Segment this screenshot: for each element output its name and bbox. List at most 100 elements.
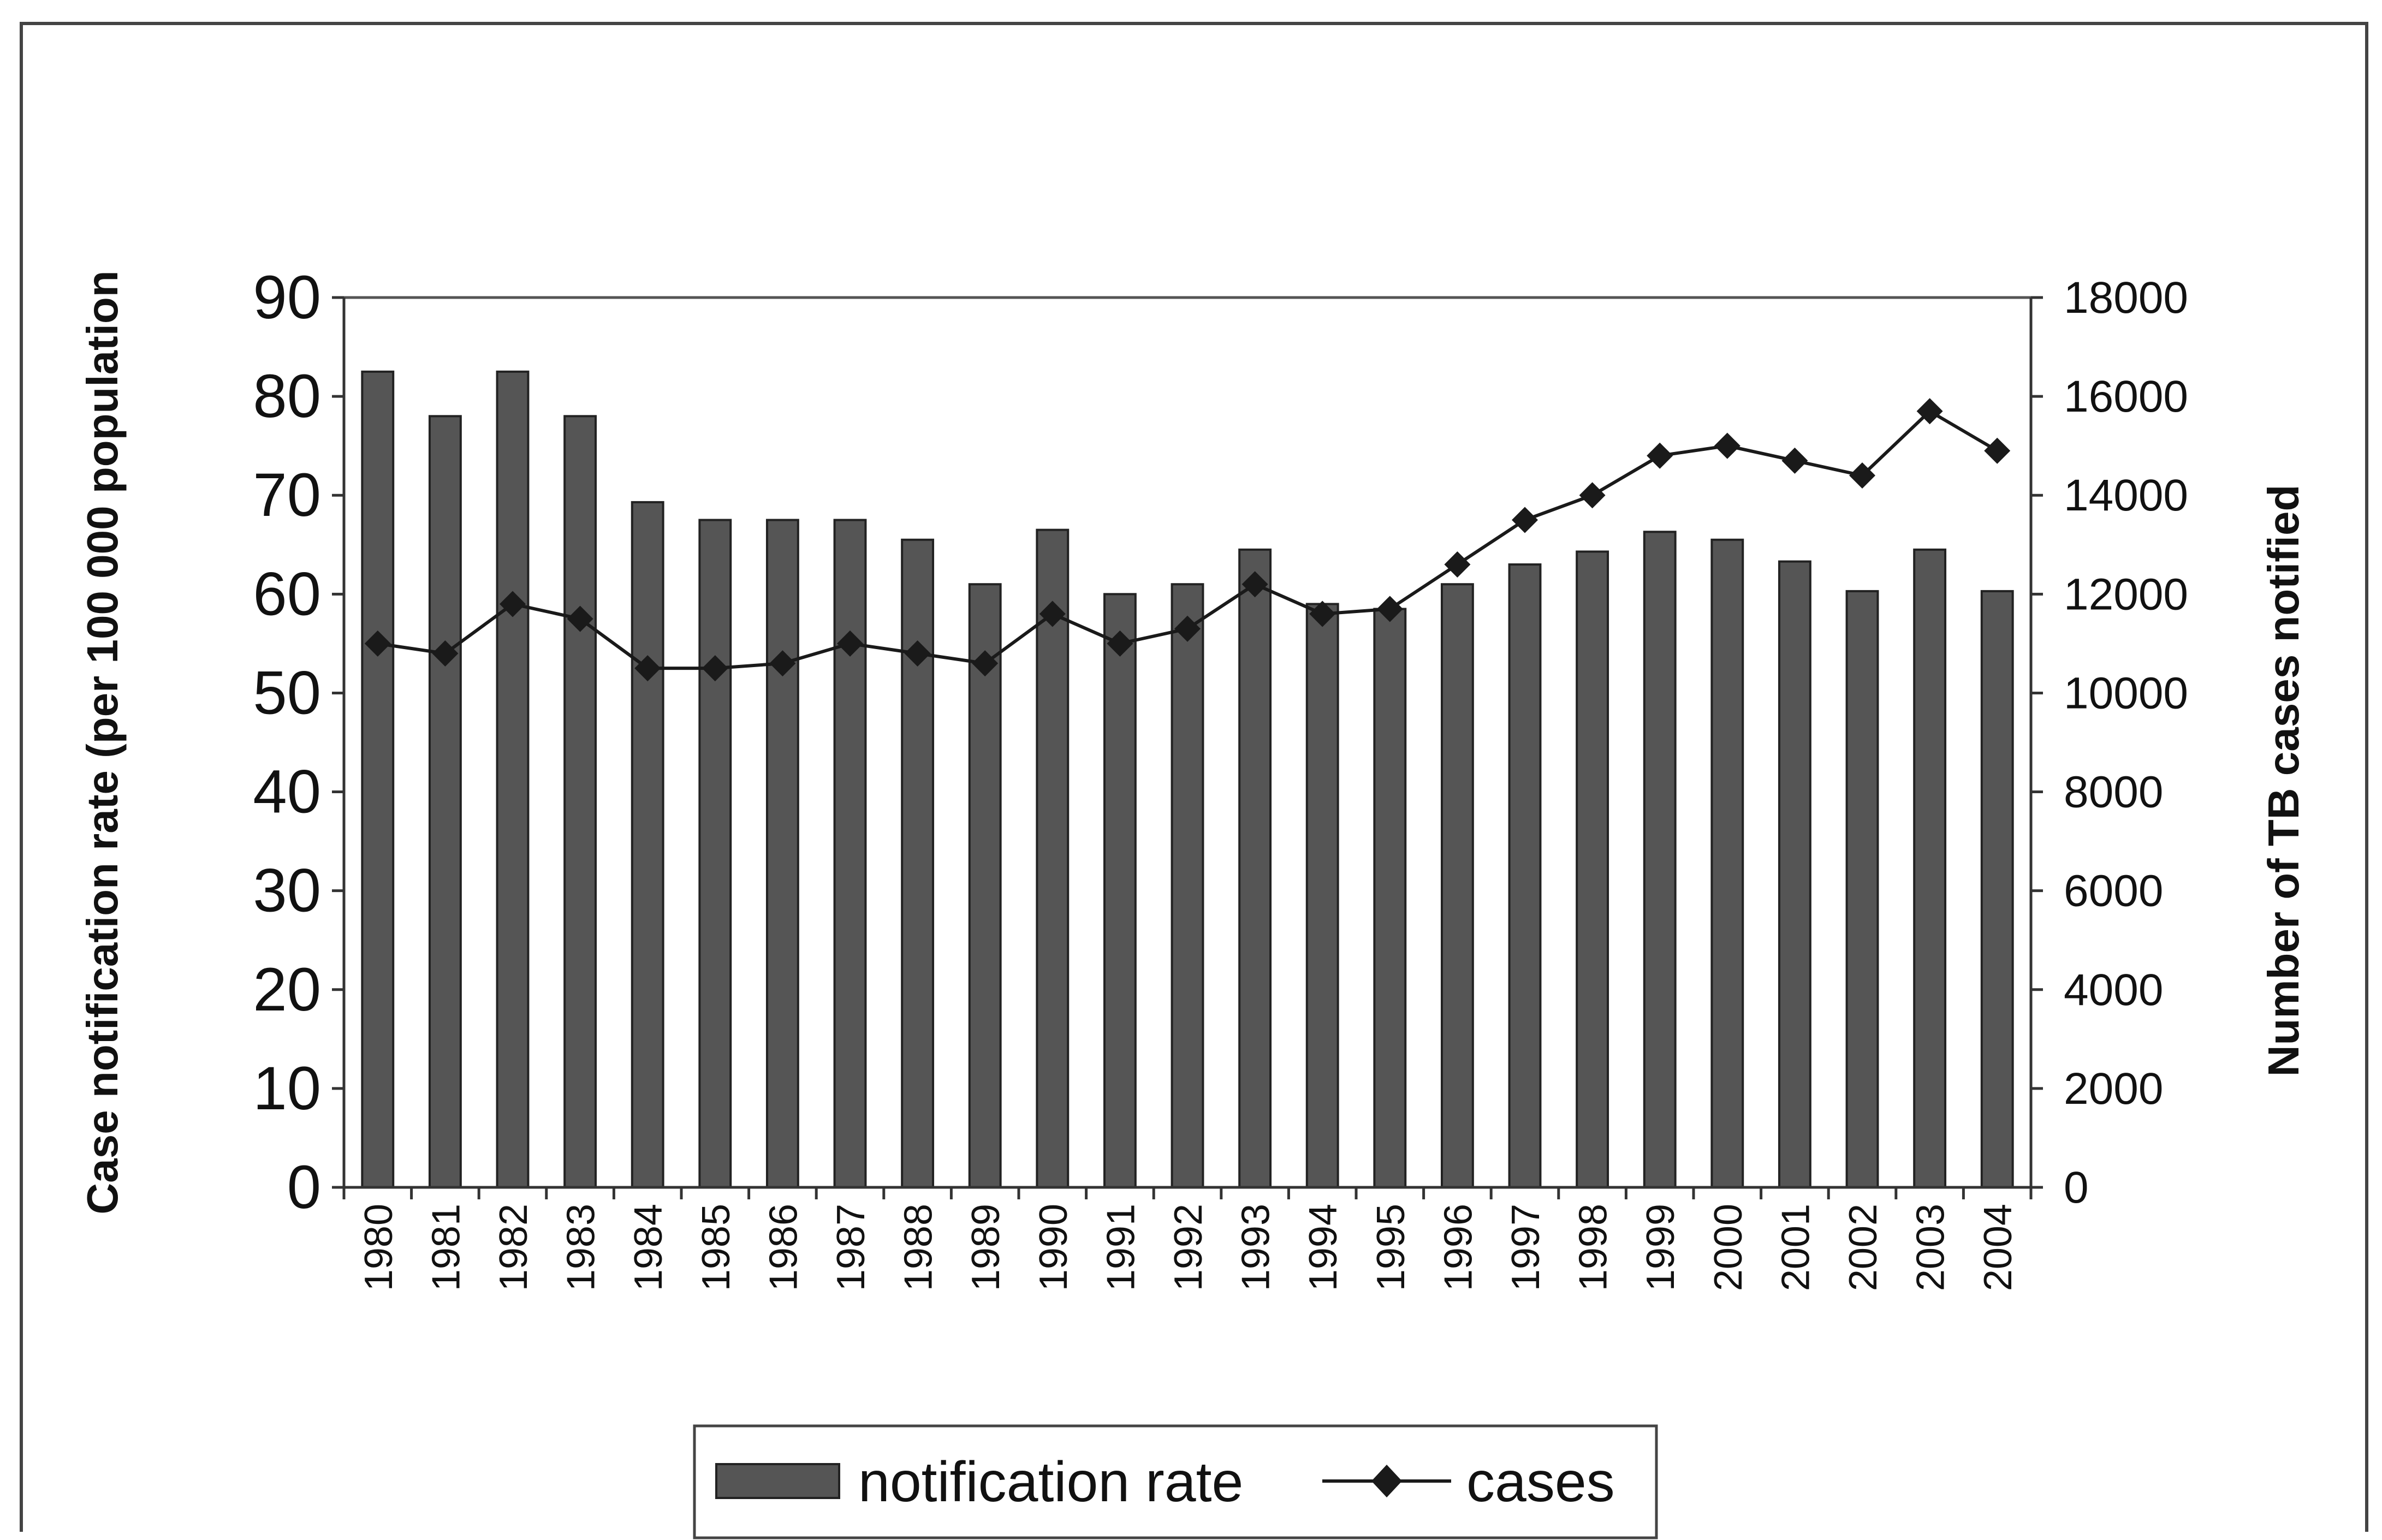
left-tick-label: 20: [253, 955, 321, 1024]
left-tick-group: 0 10 20 30 40 50 60 70 80 90: [253, 263, 344, 1221]
rate-bar: [1643, 531, 1677, 1189]
cases-point: [837, 630, 863, 657]
left-tick-label: 30: [253, 857, 321, 925]
x-tick-label: 1991: [1099, 1204, 1143, 1291]
x-tick-label: 1983: [560, 1204, 603, 1291]
x-tick-label: 1986: [762, 1204, 805, 1291]
rate-bar: [1845, 590, 1879, 1188]
bars-group: [361, 370, 2014, 1189]
rate-bar: [901, 538, 935, 1189]
rate-bar: [765, 519, 799, 1188]
rate-bar: [361, 370, 395, 1188]
rate-bar: [631, 501, 664, 1188]
right-tick-label: 0: [2064, 1163, 2089, 1212]
right-tick-label: 16000: [2064, 372, 2188, 421]
x-tick-label: 1999: [1639, 1204, 1683, 1291]
right-tick-label: 2000: [2064, 1064, 2163, 1114]
rate-bar: [496, 370, 530, 1188]
left-tick-label: 10: [253, 1054, 321, 1122]
rate-bar: [1710, 538, 1744, 1189]
cases-point: [1174, 615, 1201, 642]
rate-bar: [1440, 583, 1474, 1188]
x-tick-label: 1988: [897, 1204, 941, 1291]
left-tick-label: 0: [287, 1153, 321, 1221]
cases-point: [500, 591, 526, 617]
cases-point: [702, 655, 728, 682]
rate-bar: [1238, 548, 1272, 1188]
x-tick-label: 1998: [1572, 1204, 1615, 1291]
left-tick-label: 50: [253, 658, 321, 727]
rate-bar: [1036, 528, 1070, 1188]
cases-point: [1444, 551, 1471, 578]
cases-point: [567, 605, 593, 632]
axes-group: [342, 298, 2033, 1189]
x-tick-label: 2004: [1976, 1204, 2020, 1291]
x-tick-label: 1985: [694, 1204, 738, 1291]
x-tick-label: 1990: [1032, 1204, 1076, 1291]
cases-point: [972, 650, 999, 677]
rate-bar: [1980, 590, 2014, 1188]
rate-bar: [428, 415, 462, 1188]
cases-point: [1579, 482, 1606, 509]
right-tick-label: 6000: [2064, 866, 2163, 916]
x-tick-label: 1982: [492, 1204, 536, 1291]
x-tick-label: 1996: [1436, 1204, 1480, 1291]
rate-bar: [1913, 548, 1947, 1188]
rate-bar: [1171, 583, 1204, 1188]
x-tick-label: 1984: [627, 1204, 670, 1291]
right-tick-label: 10000: [2064, 668, 2188, 718]
x-tick-label: 1980: [357, 1204, 401, 1291]
cases-point: [364, 630, 391, 657]
rate-bar: [698, 519, 732, 1188]
x-tick-label: 2003: [1909, 1204, 1953, 1291]
cases-point: [634, 655, 661, 682]
cases-point: [432, 640, 459, 667]
x-tick-label: 1993: [1234, 1204, 1278, 1291]
rate-bar: [1576, 550, 1609, 1188]
rate-bar: [1778, 560, 1811, 1188]
rate-bar: [1373, 608, 1407, 1188]
legend: notification rate cases: [693, 1424, 1658, 1539]
cases-point: [1039, 600, 1066, 627]
cases-point: [1916, 398, 1943, 425]
x-tick-label: 1989: [964, 1204, 1008, 1291]
left-tick-label: 70: [253, 461, 321, 529]
legend-box: [693, 1424, 1658, 1539]
x-tick-label: 2001: [1774, 1204, 1817, 1291]
cases-point: [769, 650, 796, 677]
cases-line-group: [364, 398, 2011, 682]
rate-bar: [563, 415, 597, 1188]
rate-bar: [1305, 603, 1339, 1188]
cases-point: [1984, 437, 2011, 464]
cases-point: [1107, 630, 1133, 657]
x-tick-label: 1995: [1369, 1204, 1413, 1291]
cases-point: [1309, 600, 1336, 627]
left-tick-label: 40: [253, 758, 321, 826]
cases-point: [1849, 462, 1875, 489]
rate-bar: [833, 519, 867, 1188]
legend-label-cases: cases: [1466, 1450, 1615, 1514]
cases-point: [1376, 596, 1403, 622]
right-tick-label: 12000: [2064, 569, 2188, 619]
legend-swatch-rate: [715, 1463, 840, 1499]
cases-point: [1781, 447, 1808, 474]
y-right-axis-title: Number of TB cases notified: [2259, 485, 2308, 1077]
x-tick-label: 1981: [424, 1204, 468, 1291]
cases-point: [904, 640, 931, 667]
y-left-axis-title: Case notification rate (per 100 000 popu…: [78, 270, 127, 1214]
x-tick-label: 2002: [1842, 1204, 1885, 1291]
right-tick-label: 8000: [2064, 768, 2163, 817]
left-tick-label: 80: [253, 362, 321, 430]
x-tick-label: 1992: [1167, 1204, 1210, 1291]
rate-bar: [1103, 593, 1137, 1188]
x-tick-label: 2000: [1707, 1204, 1750, 1291]
left-tick-label: 90: [253, 263, 321, 331]
x-tick-label: 1997: [1504, 1204, 1548, 1291]
x-tick-label: 1994: [1302, 1204, 1345, 1291]
cases-point: [1242, 571, 1268, 598]
cases-point: [1512, 507, 1538, 533]
right-tick-label: 4000: [2064, 965, 2163, 1015]
cases-point: [1714, 432, 1741, 459]
right-tick-label: 14000: [2064, 471, 2188, 520]
